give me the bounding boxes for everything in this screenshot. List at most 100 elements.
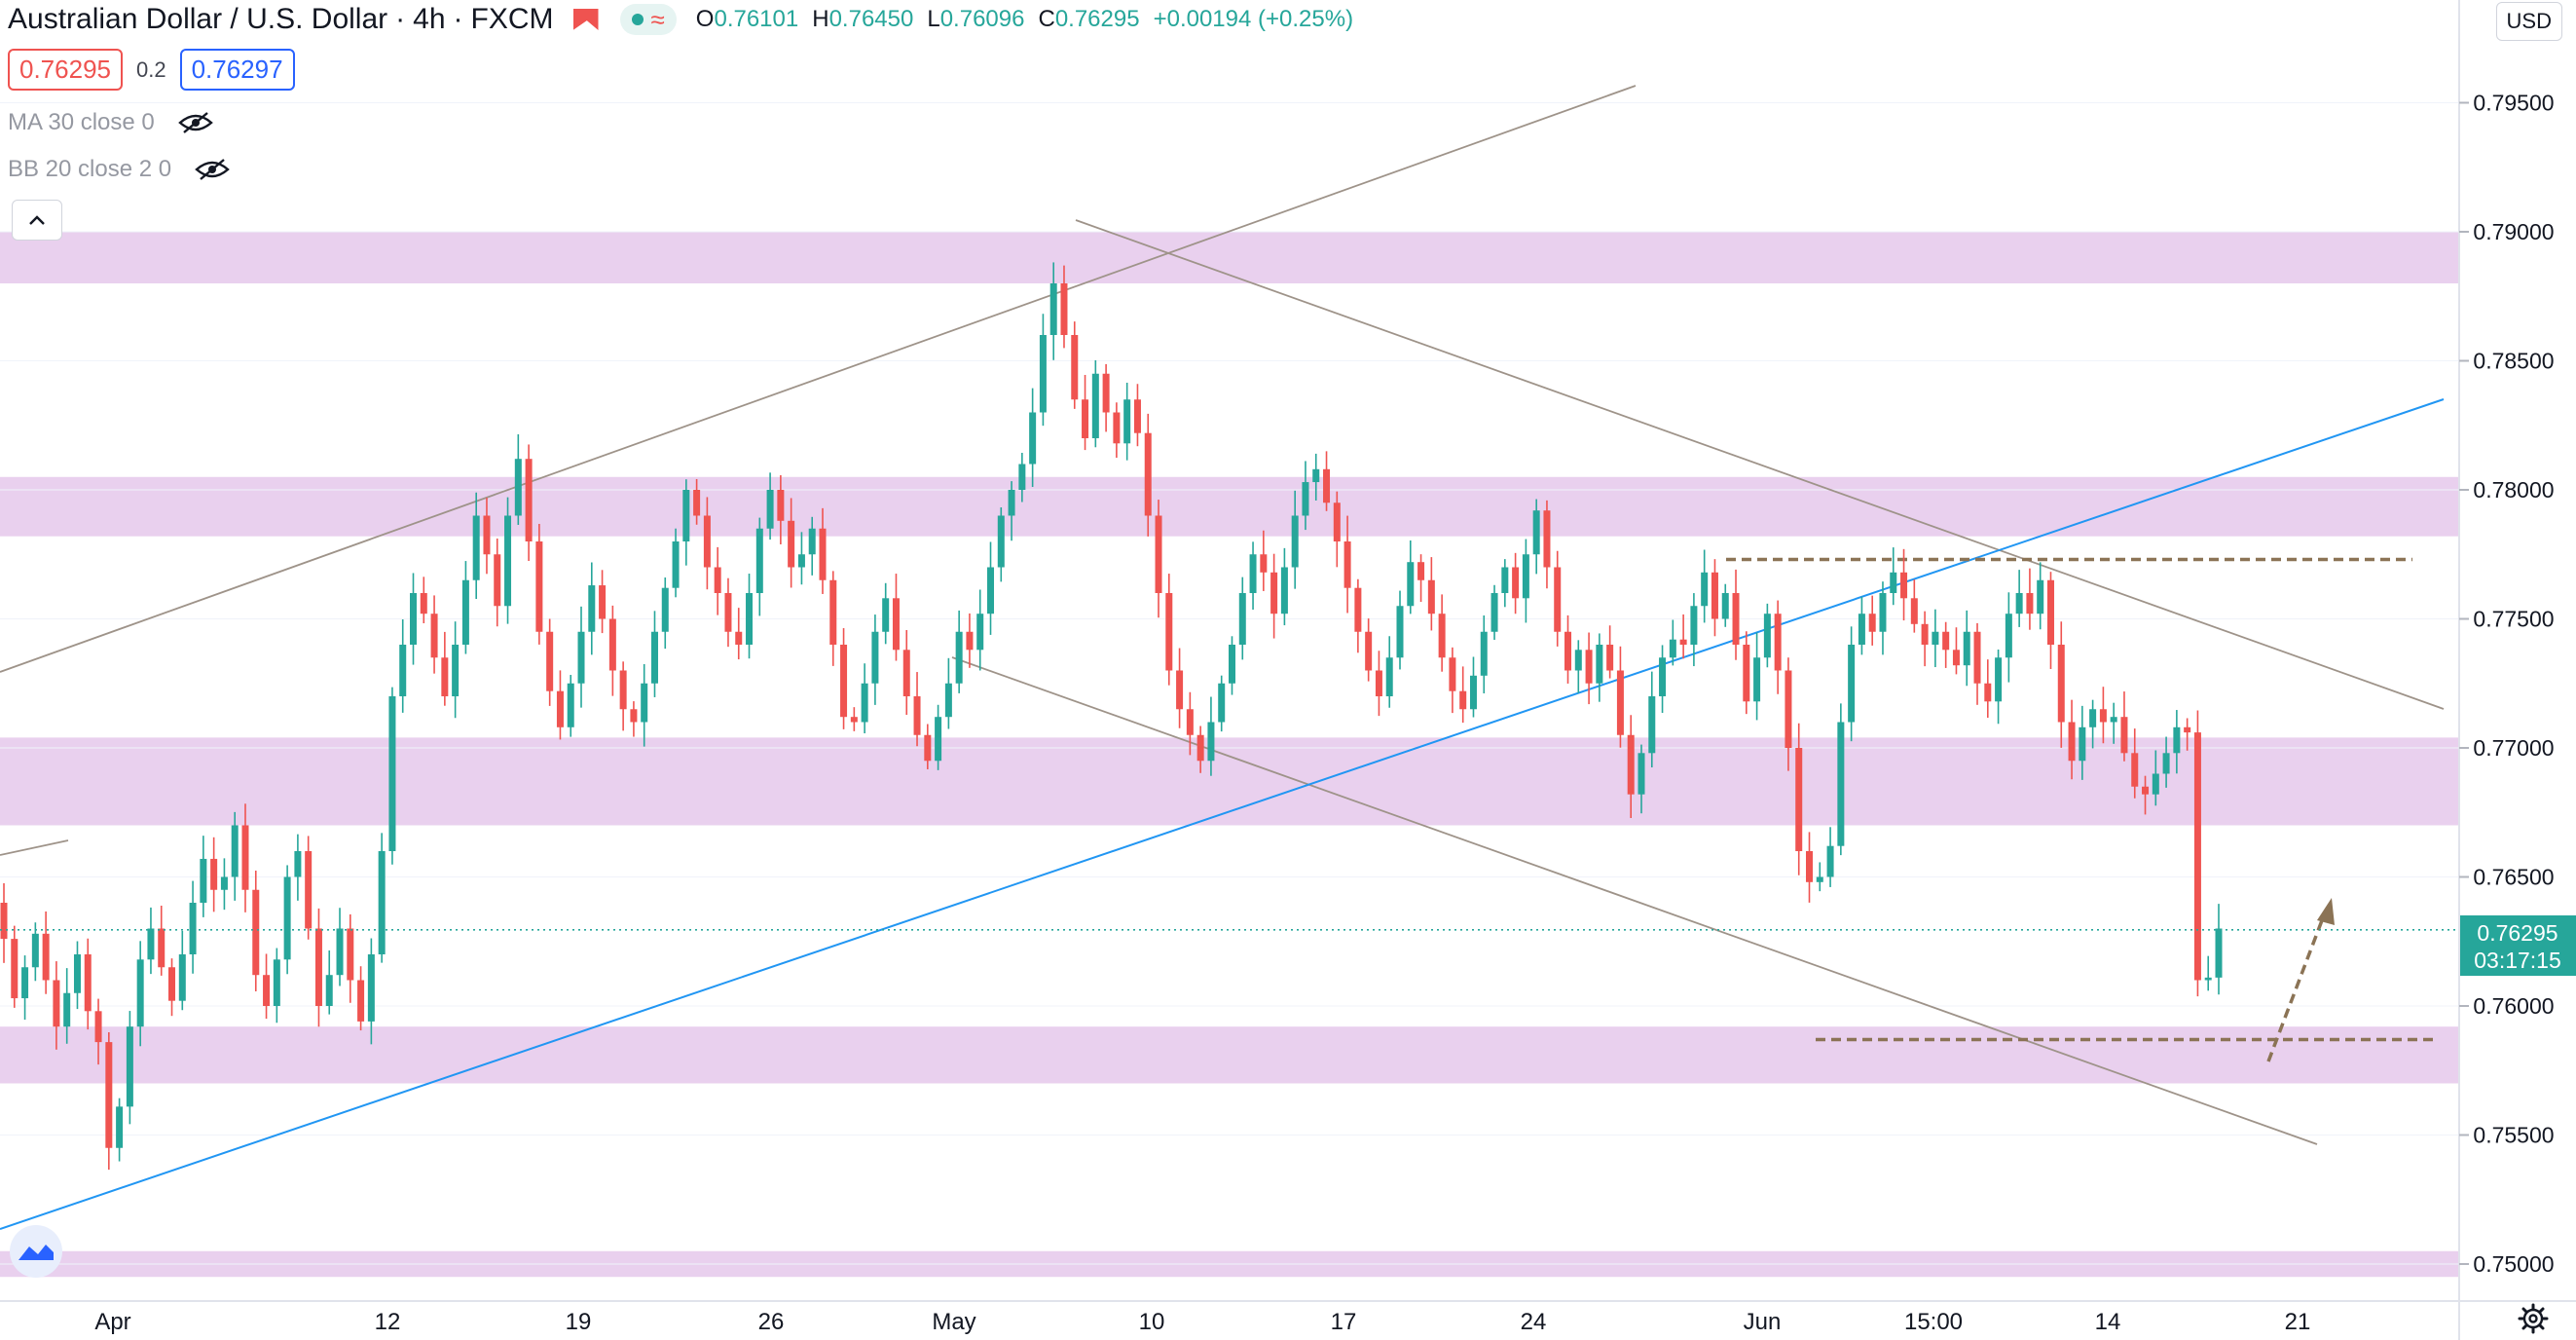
candle-body <box>1008 490 1015 516</box>
falling-support-line[interactable] <box>951 656 2318 1145</box>
candle-body <box>1407 562 1415 607</box>
collapse-legend-button[interactable] <box>12 200 62 241</box>
candle-body <box>650 631 658 684</box>
candle-body <box>1973 631 1981 684</box>
candle-body <box>231 825 239 877</box>
high-value: 0.76450 <box>828 6 914 32</box>
candle-body <box>409 593 417 645</box>
legend-separator: · <box>395 3 406 35</box>
candle-body <box>703 515 711 568</box>
eye-hidden-icon[interactable] <box>193 158 232 181</box>
candle-body <box>819 528 827 580</box>
candle-body <box>850 717 858 723</box>
price-axis[interactable]: 0.79500 0.79000 0.78500 0.78000 0.77500 0.770… <box>2459 91 2555 1278</box>
candle-body <box>1690 606 1698 645</box>
candle-body <box>619 670 627 710</box>
time-tick-label: 15:00 <box>1904 1309 1963 1335</box>
candle-body <box>367 954 375 1022</box>
candle-body <box>766 490 774 529</box>
candle-body <box>2215 928 2223 978</box>
candle-body <box>1795 748 1803 851</box>
trade-buttons: 0.76295 0.2 0.76297 <box>8 49 295 91</box>
symbol-name[interactable]: Australian Dollar / U.S. Dollar <box>8 3 388 35</box>
current-price-tag: 0.76295 03:17:15 <box>2460 915 2576 976</box>
candle-body <box>273 959 280 1006</box>
tradingview-logo-icon[interactable] <box>10 1225 62 1278</box>
candle-body <box>2026 593 2034 614</box>
time-tick-label: 17 <box>1331 1309 1357 1335</box>
candle-body <box>840 645 848 718</box>
candle-body <box>1995 657 2003 702</box>
sell-button[interactable]: 0.76295 <box>8 49 123 91</box>
candle-body <box>2068 722 2076 762</box>
falling-resistance-line[interactable] <box>1075 219 2445 710</box>
currency-button[interactable]: USD <box>2495 2 2562 41</box>
candle-body <box>1659 657 1667 696</box>
candle-body <box>158 928 166 968</box>
time-axis[interactable]: Apr 12 19 26 May 10 17 24 Jun 15:00 14 21 <box>94 1309 2310 1335</box>
candle-body <box>1763 614 1771 658</box>
time-tick-label: 21 <box>2285 1309 2311 1335</box>
candle-body <box>1490 593 1498 632</box>
eye-hidden-icon[interactable] <box>176 111 215 134</box>
candle-body <box>1238 593 1246 645</box>
candle-body <box>105 1042 113 1148</box>
indicator-bb[interactable]: BB 20 close 2 0 <box>8 156 232 183</box>
settings-gear-icon[interactable] <box>2518 1303 2549 1334</box>
candle-body <box>1848 645 1856 723</box>
interval[interactable]: 4h <box>413 3 446 35</box>
time-tick-label: 10 <box>1139 1309 1165 1335</box>
price-axis-panel[interactable] <box>2459 0 2576 1301</box>
candle-body <box>1921 623 1929 645</box>
candle-body <box>935 717 942 762</box>
candle-body <box>1176 670 1184 710</box>
candle-body <box>955 631 963 684</box>
forecast-arrow-line[interactable] <box>2266 914 2326 1062</box>
flag-icon[interactable] <box>572 9 599 30</box>
price-tick-label: 0.79000 <box>2473 219 2554 244</box>
time-tick-label: 19 <box>566 1309 592 1335</box>
candle-body <box>588 585 596 632</box>
candle-body <box>1501 567 1509 593</box>
candle-body <box>1469 675 1477 710</box>
bb-indicator-label[interactable]: BB 20 close 2 0 <box>8 156 172 182</box>
candle-body <box>73 954 81 993</box>
time-tick-label: Jun <box>1744 1309 1782 1335</box>
candle-body <box>388 696 396 851</box>
candle-body <box>461 579 469 645</box>
candle-body <box>902 650 910 696</box>
candle-body <box>1774 614 1782 671</box>
price-zone[interactable] <box>0 476 2459 537</box>
buy-button[interactable]: 0.76297 <box>179 49 295 91</box>
candle-body <box>1554 567 1562 632</box>
candle-body <box>430 614 438 658</box>
candle-body <box>1890 572 1897 593</box>
market-status-pill[interactable]: ≈ <box>619 4 677 35</box>
candle-body <box>735 631 743 645</box>
candle-body <box>755 528 763 593</box>
price-tick-label: 0.76000 <box>2473 993 2554 1019</box>
candle-body <box>1343 541 1351 588</box>
candle-body <box>1942 631 1950 651</box>
candle-body <box>1060 283 1068 335</box>
candle-body <box>11 939 18 999</box>
candle-body <box>189 903 197 954</box>
candle-body <box>305 851 313 929</box>
indicator-ma[interactable]: MA 30 close 0 <box>8 109 215 136</box>
candle-body <box>1606 645 1614 671</box>
price-zone[interactable] <box>0 1026 2459 1084</box>
candle-body <box>599 585 607 619</box>
candle-body <box>263 975 271 1006</box>
ma-indicator-label[interactable]: MA 30 close 0 <box>8 109 155 135</box>
short-trend-line[interactable] <box>0 839 69 856</box>
rising-channel-line[interactable] <box>0 85 1637 673</box>
exchange: FXCM <box>470 3 554 35</box>
candle-body <box>126 1026 133 1107</box>
candle-body <box>661 587 669 632</box>
candle-body <box>1701 572 1709 607</box>
candle-body <box>1826 845 1834 877</box>
trend-drawings[interactable] <box>0 85 2445 1230</box>
blue-trend-line[interactable] <box>0 398 2445 1230</box>
candle-body <box>31 933 39 968</box>
